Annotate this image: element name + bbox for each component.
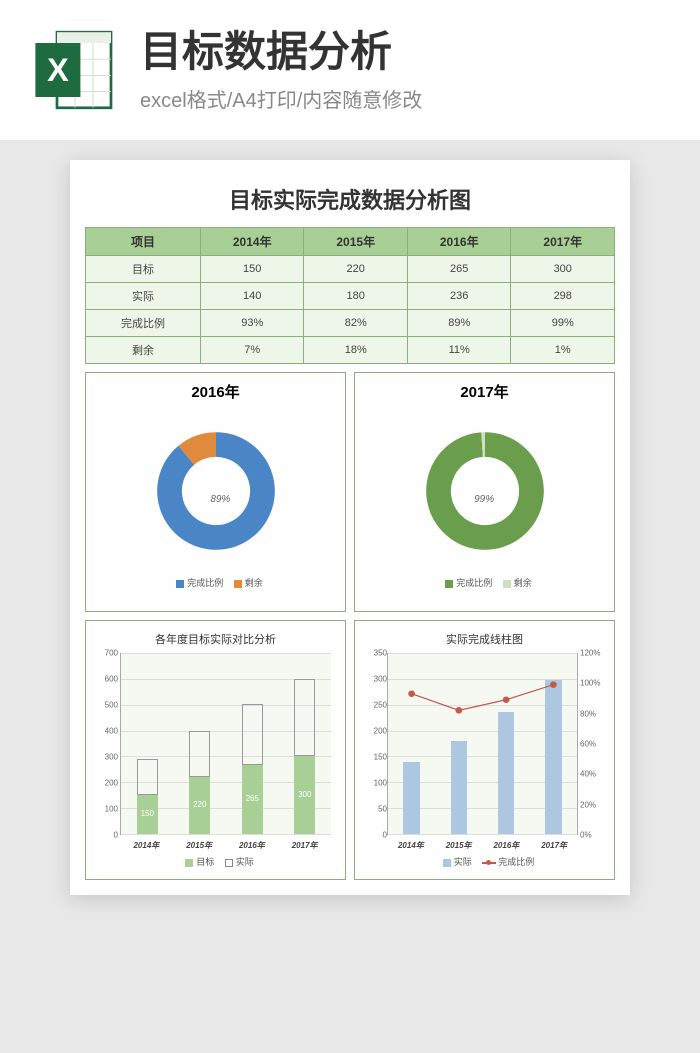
table-row: 目标150220265300: [86, 256, 615, 283]
data-cell: 180: [304, 283, 408, 310]
legend-swatch-actual: [443, 859, 451, 867]
data-cell: 150: [200, 256, 304, 283]
data-cell: 18%: [304, 337, 408, 364]
bar-compare-plot: 150220265300 01002003004005006007002014年…: [92, 653, 339, 853]
table-header-cell: 2017年: [511, 228, 615, 256]
header-subtitle: excel格式/A4打印/内容随意修改: [140, 84, 670, 113]
donut-2016-chart: 89%: [86, 406, 345, 576]
table-header-cell: 2014年: [200, 228, 304, 256]
table-header-cell: 项目: [86, 228, 201, 256]
data-cell: 99%: [511, 310, 615, 337]
donut-2017-center-label: 99%: [474, 494, 494, 505]
legend-swatch-target: [185, 859, 193, 867]
table-row: 完成比例93%82%89%99%: [86, 310, 615, 337]
bar-compare-title: 各年度目标实际对比分析: [92, 631, 339, 647]
doc-title: 目标实际完成数据分析图: [85, 175, 615, 227]
data-cell: 300: [511, 256, 615, 283]
legend-swatch-complete: [176, 580, 184, 588]
excel-icon: X: [30, 25, 120, 115]
bar-compare-box: 各年度目标实际对比分析 150220265300 010020030040050…: [85, 620, 346, 880]
legend-swatch-remain: [234, 580, 242, 588]
data-cell: 265: [407, 256, 511, 283]
donut-2016-title: 2016年: [86, 373, 345, 406]
donut-2016-legend: 完成比例 剩余: [86, 576, 345, 595]
page-root: X 目标数据分析 excel格式/A4打印/内容随意修改 目标实际完成数据分析图…: [0, 0, 700, 1053]
table-header-cell: 2015年: [304, 228, 408, 256]
table-row: 剩余7%18%11%1%: [86, 337, 615, 364]
donut-2017-box: 2017年 99% 完成比例 剩余: [354, 372, 615, 612]
data-cell: 11%: [407, 337, 511, 364]
donut-2017-title: 2017年: [355, 373, 614, 406]
donut-2016-box: 2016年 89% 完成比例 剩余: [85, 372, 346, 612]
row-label-cell: 实际: [86, 283, 201, 310]
combo-chart-box: 实际完成线柱图 0501001502002503003500%20%40%60%…: [354, 620, 615, 880]
data-cell: 220: [304, 256, 408, 283]
table-header-cell: 2016年: [407, 228, 511, 256]
legend-swatch-complete: [445, 580, 453, 588]
data-table: 项目2014年2015年2016年2017年 目标150220265300实际1…: [85, 227, 615, 364]
donut-2017-legend: 完成比例 剩余: [355, 576, 614, 595]
data-cell: 1%: [511, 337, 615, 364]
data-cell: 7%: [200, 337, 304, 364]
combo-chart-plot: 0501001502002503003500%20%40%60%80%100%1…: [361, 653, 608, 853]
table-header-row: 项目2014年2015年2016年2017年: [86, 228, 615, 256]
legend-swatch-actual: [225, 859, 233, 867]
combo-chart-title: 实际完成线柱图: [361, 631, 608, 647]
header-title: 目标数据分析: [140, 27, 670, 77]
data-cell: 140: [200, 283, 304, 310]
donut-row: 2016年 89% 完成比例 剩余 2017年 99% 完成比例: [85, 372, 615, 612]
bottom-row: 各年度目标实际对比分析 150220265300 010020030040050…: [85, 620, 615, 880]
svg-text:X: X: [47, 52, 69, 88]
legend-line-pct: [482, 862, 496, 864]
header-banner: X 目标数据分析 excel格式/A4打印/内容随意修改: [0, 0, 700, 140]
data-cell: 82%: [304, 310, 408, 337]
bar-compare-legend: 目标 实际: [92, 855, 339, 868]
data-cell: 236: [407, 283, 511, 310]
header-text: 目标数据分析 excel格式/A4打印/内容随意修改: [140, 27, 670, 112]
data-cell: 298: [511, 283, 615, 310]
row-label-cell: 目标: [86, 256, 201, 283]
data-cell: 89%: [407, 310, 511, 337]
table-row: 实际140180236298: [86, 283, 615, 310]
combo-chart-legend: 实际 完成比例: [361, 855, 608, 868]
donut-2016-center-label: 89%: [210, 494, 230, 505]
row-label-cell: 剩余: [86, 337, 201, 364]
row-label-cell: 完成比例: [86, 310, 201, 337]
sheet-document: 目标实际完成数据分析图 项目2014年2015年2016年2017年 目标150…: [70, 160, 630, 895]
data-cell: 93%: [200, 310, 304, 337]
legend-swatch-remain: [503, 580, 511, 588]
donut-2017-chart: 99%: [355, 406, 614, 576]
